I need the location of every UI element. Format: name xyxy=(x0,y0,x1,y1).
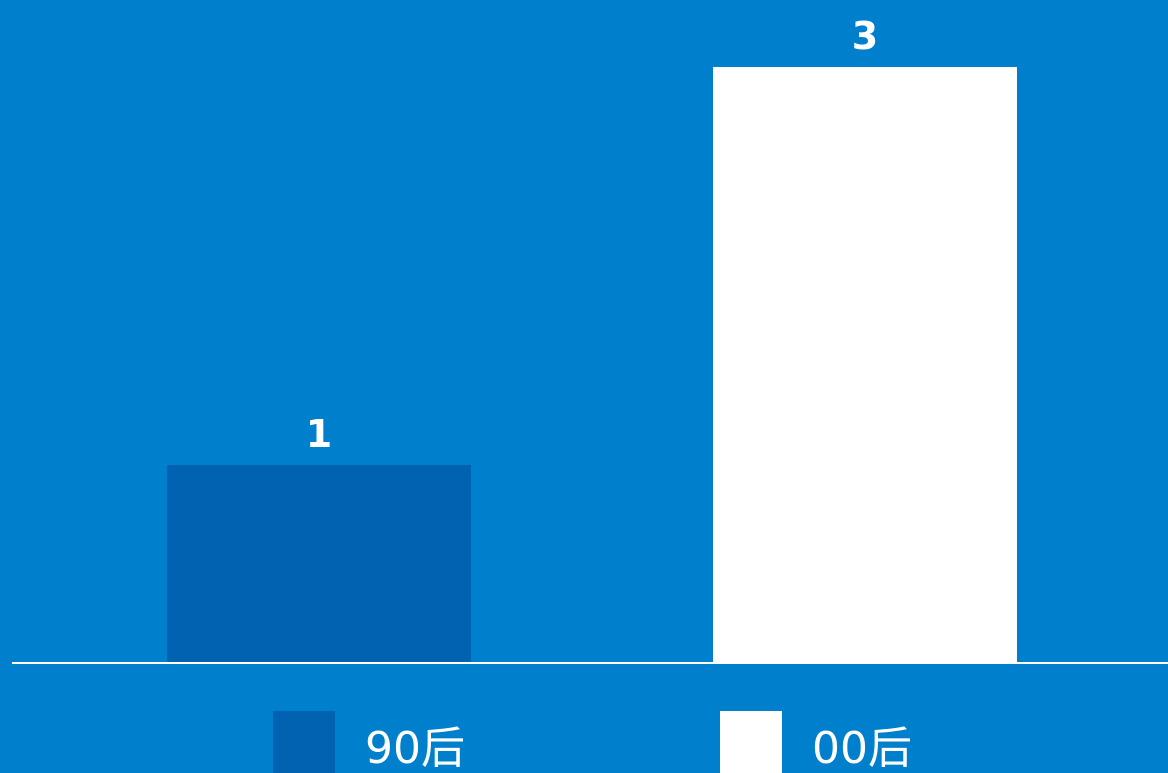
data-label-2: 3 xyxy=(852,14,878,58)
legend-label: 90后 xyxy=(365,723,465,773)
bars-layer xyxy=(167,67,1017,664)
legend-item-1: 90后 xyxy=(273,711,465,773)
legend-item-2: 00后 xyxy=(720,711,912,773)
data-label-1: 1 xyxy=(306,412,332,456)
legend-swatch xyxy=(720,711,782,773)
legend-label: 00后 xyxy=(812,723,912,773)
bar-2 xyxy=(713,67,1017,664)
legend: 90后 00后 xyxy=(273,711,912,773)
bar-1 xyxy=(167,465,471,664)
legend-swatch xyxy=(273,711,335,773)
data-labels-layer: 13 xyxy=(306,14,878,456)
